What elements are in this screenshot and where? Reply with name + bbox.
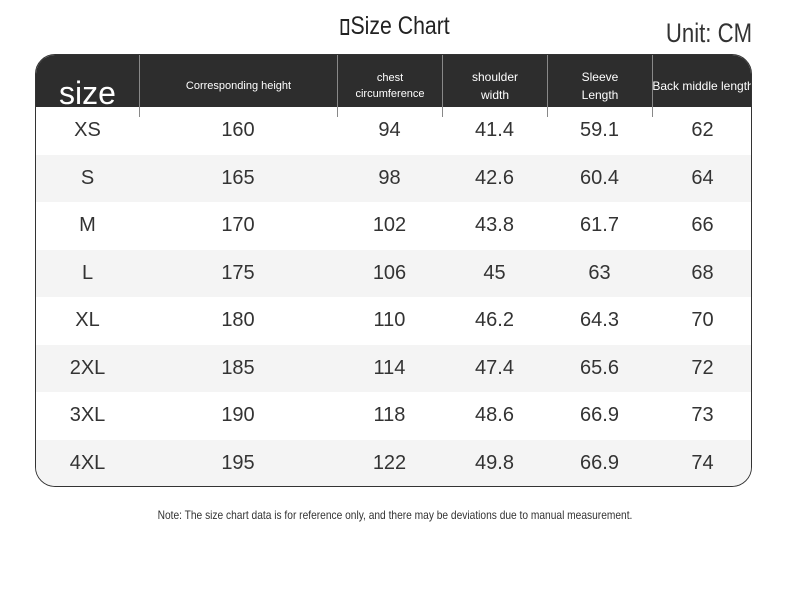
column-header: size <box>59 75 116 111</box>
header-row: size Corresponding height chest circumfe… <box>36 55 751 117</box>
column-header: Sleeve Length <box>547 55 652 117</box>
table-cell: 190 <box>221 404 255 427</box>
table-cell: 73 <box>691 404 714 427</box>
table-cell: 2XL <box>69 356 106 379</box>
table-cell: 61.7 <box>580 214 619 237</box>
table-cell: 110 <box>373 309 406 332</box>
table-cell: 41.4 <box>475 119 514 142</box>
table-cell: 180 <box>221 309 255 332</box>
title-wrap: Size Chart <box>59 12 731 41</box>
table-cell: 64 <box>691 166 714 189</box>
table-row: 4XL 195 122 49.8 66.9 74 <box>36 439 751 486</box>
table-cell: 60.4 <box>580 166 619 189</box>
table-cell: 114 <box>373 356 406 379</box>
table-row: XS 160 94 41.4 59.1 62 <box>36 107 751 155</box>
table-cell: XS <box>74 119 101 142</box>
table-cell: S <box>80 166 95 189</box>
table-cell: 45 <box>483 261 506 284</box>
table-cell: 66 <box>691 214 714 237</box>
column-header: Corresponding height <box>139 55 337 117</box>
table-cell: 66.9 <box>580 451 619 474</box>
table-cell: 64.3 <box>580 309 619 332</box>
table-cell: 195 <box>221 451 255 474</box>
table-cell: 63 <box>588 261 611 284</box>
table-cell: 4XL <box>69 451 106 474</box>
table-cell: 185 <box>221 356 255 379</box>
table-cell: 47.4 <box>475 356 514 379</box>
table-cell: 59.1 <box>580 119 619 142</box>
table-cell: XL <box>75 309 100 332</box>
table-cell: 106 <box>372 261 407 284</box>
table-cell: 118 <box>373 404 406 427</box>
table-row: M 170 102 43.8 61.7 66 <box>36 202 751 250</box>
table-cell: 160 <box>221 119 255 142</box>
column-header: chest circumference <box>337 55 442 117</box>
table-cell: 102 <box>372 214 407 237</box>
column-header: shoulder width <box>442 55 547 117</box>
unit: Unit: CM <box>665 18 752 48</box>
table-cell: 165 <box>221 166 255 189</box>
icon <box>340 19 349 35</box>
column-header: Back middle length <box>652 55 751 117</box>
table-cell: 68 <box>691 261 714 284</box>
table-row: 2XL 185 114 47.4 65.6 72 <box>36 344 751 392</box>
table-row: 3XL 190 118 48.6 66.9 73 <box>36 392 751 440</box>
table-row: S 165 98 42.6 60.4 64 <box>36 154 751 202</box>
table-cell: 122 <box>372 451 407 474</box>
table-cell: 48.6 <box>475 404 514 427</box>
table-cell: 72 <box>691 356 714 379</box>
table-cell: 65.6 <box>580 356 619 379</box>
table-row: XL 180 110 46.2 64.3 70 <box>36 297 751 345</box>
title: Size Chart <box>350 12 450 40</box>
table-cell: 3XL <box>69 404 106 427</box>
table-cell: 170 <box>221 214 255 237</box>
table-cell: 94 <box>378 119 401 142</box>
table-cell: 49.8 <box>475 451 514 474</box>
table-cell: 43.8 <box>475 214 514 237</box>
table-cell: 42.6 <box>475 166 514 189</box>
table-cell: 74 <box>691 451 714 474</box>
table-cell: M <box>79 214 96 237</box>
table-cell: 66.9 <box>580 404 619 427</box>
table-cell: 62 <box>691 119 714 142</box>
table-cell: 46.2 <box>475 309 514 332</box>
table-cell: L <box>81 261 94 284</box>
table-cell: 98 <box>378 166 401 189</box>
table-cell: 70 <box>691 309 714 332</box>
note: Note: The size chart data is for referen… <box>157 508 633 522</box>
table-row: L 175 106 45 63 68 <box>36 249 751 297</box>
size-table: size Corresponding height chest circumfe… <box>35 54 752 487</box>
table-cell: 175 <box>221 261 255 284</box>
